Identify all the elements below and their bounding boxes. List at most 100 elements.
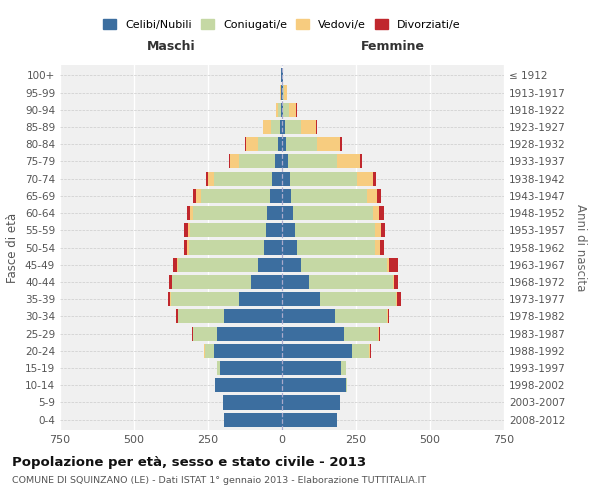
- Bar: [272, 172, 282, 185]
- Bar: [170, 292, 171, 306]
- Bar: [282, 310, 335, 324]
- Bar: [297, 240, 375, 254]
- Bar: [266, 223, 282, 238]
- Bar: [340, 137, 342, 152]
- Bar: [276, 102, 278, 117]
- Bar: [282, 412, 337, 426]
- Bar: [215, 378, 282, 392]
- Bar: [283, 102, 289, 117]
- Bar: [282, 361, 341, 375]
- Bar: [357, 172, 373, 185]
- Bar: [284, 86, 287, 100]
- Bar: [282, 396, 340, 409]
- Bar: [223, 396, 282, 409]
- Bar: [190, 223, 266, 238]
- Bar: [282, 189, 292, 203]
- Bar: [285, 120, 301, 134]
- Bar: [169, 275, 172, 289]
- Bar: [295, 223, 375, 238]
- Bar: [288, 154, 337, 168]
- Bar: [224, 412, 282, 426]
- Bar: [178, 258, 259, 272]
- Bar: [245, 137, 247, 152]
- Bar: [282, 240, 297, 254]
- Bar: [379, 206, 383, 220]
- Text: Maschi: Maschi: [146, 40, 196, 53]
- Bar: [264, 240, 282, 254]
- Bar: [205, 344, 214, 358]
- Bar: [278, 102, 281, 117]
- Bar: [220, 361, 282, 375]
- Bar: [397, 292, 401, 306]
- Bar: [396, 292, 397, 306]
- Bar: [282, 172, 290, 185]
- Bar: [239, 154, 275, 168]
- Bar: [173, 258, 177, 272]
- Bar: [320, 292, 396, 306]
- Bar: [282, 120, 285, 134]
- Bar: [282, 137, 286, 152]
- Bar: [193, 189, 196, 203]
- Bar: [341, 361, 346, 375]
- Bar: [367, 189, 377, 203]
- Bar: [200, 189, 270, 203]
- Bar: [184, 223, 188, 238]
- Bar: [229, 154, 230, 168]
- Bar: [224, 310, 282, 324]
- Bar: [196, 189, 200, 203]
- Bar: [187, 206, 190, 220]
- Bar: [344, 326, 378, 340]
- Bar: [361, 154, 362, 168]
- Bar: [380, 223, 385, 238]
- Bar: [282, 344, 352, 358]
- Bar: [316, 120, 317, 134]
- Bar: [177, 258, 178, 272]
- Bar: [387, 310, 388, 324]
- Bar: [280, 120, 282, 134]
- Bar: [289, 102, 296, 117]
- Bar: [352, 344, 370, 358]
- Bar: [282, 292, 320, 306]
- Bar: [375, 223, 380, 238]
- Bar: [214, 172, 272, 185]
- Legend: Celibi/Nubili, Coniugati/e, Vedovi/e, Divorziati/e: Celibi/Nubili, Coniugati/e, Vedovi/e, Di…: [103, 20, 461, 30]
- Bar: [393, 275, 394, 289]
- Bar: [335, 310, 387, 324]
- Bar: [193, 326, 217, 340]
- Bar: [247, 137, 259, 152]
- Bar: [206, 172, 208, 185]
- Bar: [282, 258, 301, 272]
- Bar: [217, 361, 220, 375]
- Bar: [178, 310, 224, 324]
- Bar: [317, 137, 340, 152]
- Bar: [217, 326, 282, 340]
- Bar: [379, 326, 380, 340]
- Bar: [282, 223, 295, 238]
- Bar: [267, 206, 282, 220]
- Bar: [282, 326, 344, 340]
- Text: COMUNE DI SQUINZANO (LE) - Dati ISTAT 1° gennaio 2013 - Elaborazione TUTTITALIA.: COMUNE DI SQUINZANO (LE) - Dati ISTAT 1°…: [12, 476, 426, 485]
- Bar: [176, 310, 178, 324]
- Bar: [188, 223, 190, 238]
- Bar: [281, 102, 282, 117]
- Bar: [282, 154, 288, 168]
- Bar: [190, 206, 193, 220]
- Bar: [388, 310, 389, 324]
- Bar: [171, 292, 239, 306]
- Bar: [259, 258, 282, 272]
- Bar: [282, 206, 293, 220]
- Bar: [286, 137, 317, 152]
- Y-axis label: Fasce di età: Fasce di età: [7, 212, 19, 282]
- Bar: [377, 189, 381, 203]
- Bar: [308, 275, 393, 289]
- Bar: [214, 344, 282, 358]
- Bar: [282, 378, 346, 392]
- Bar: [230, 154, 239, 168]
- Bar: [193, 206, 267, 220]
- Bar: [271, 120, 280, 134]
- Bar: [301, 258, 387, 272]
- Bar: [259, 137, 278, 152]
- Bar: [189, 240, 264, 254]
- Bar: [373, 206, 379, 220]
- Bar: [373, 172, 376, 185]
